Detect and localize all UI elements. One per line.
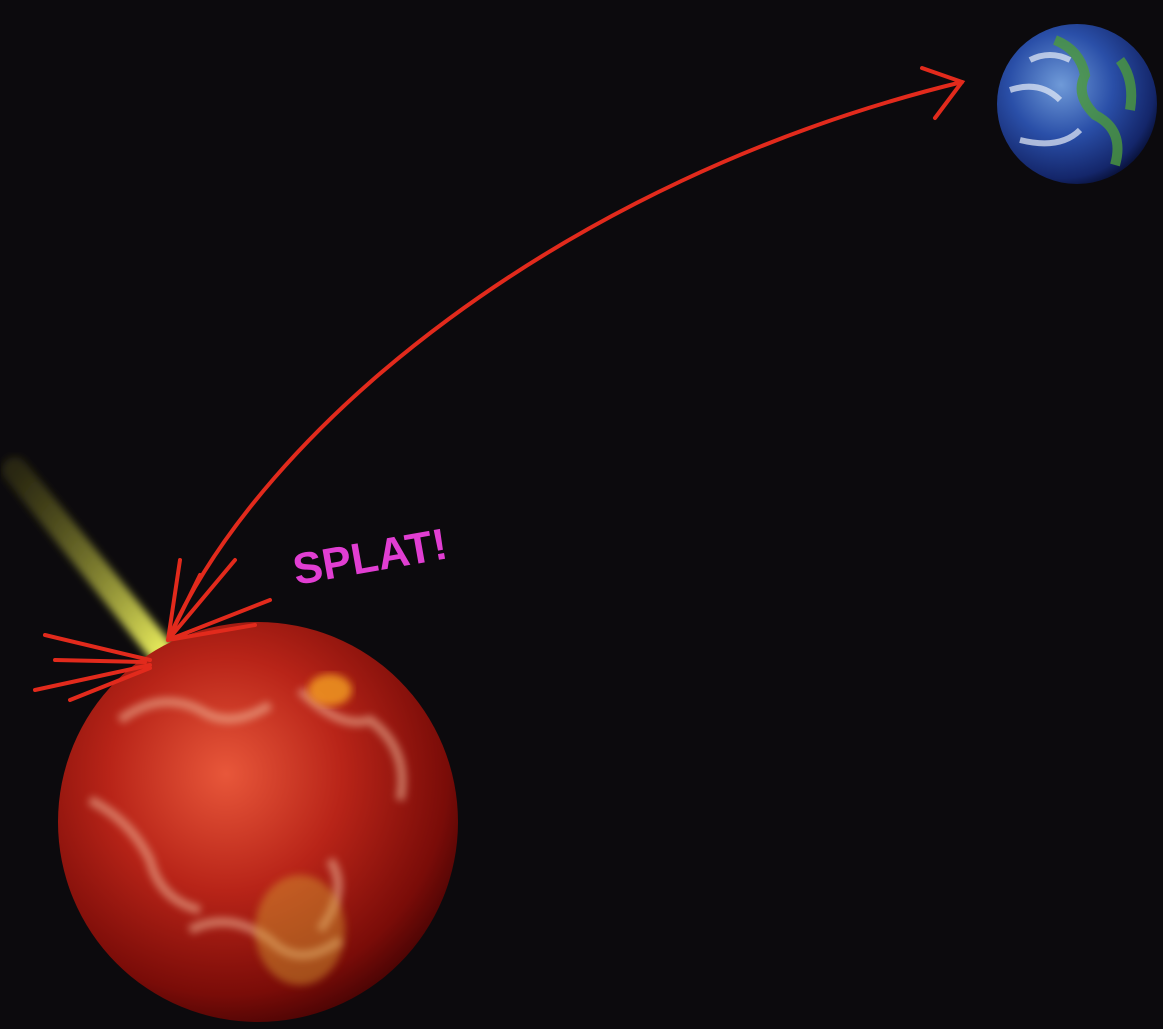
hot-spot (308, 674, 352, 706)
hot-region (255, 875, 345, 985)
earth (997, 24, 1157, 184)
scene: SPLAT! (0, 0, 1163, 1029)
